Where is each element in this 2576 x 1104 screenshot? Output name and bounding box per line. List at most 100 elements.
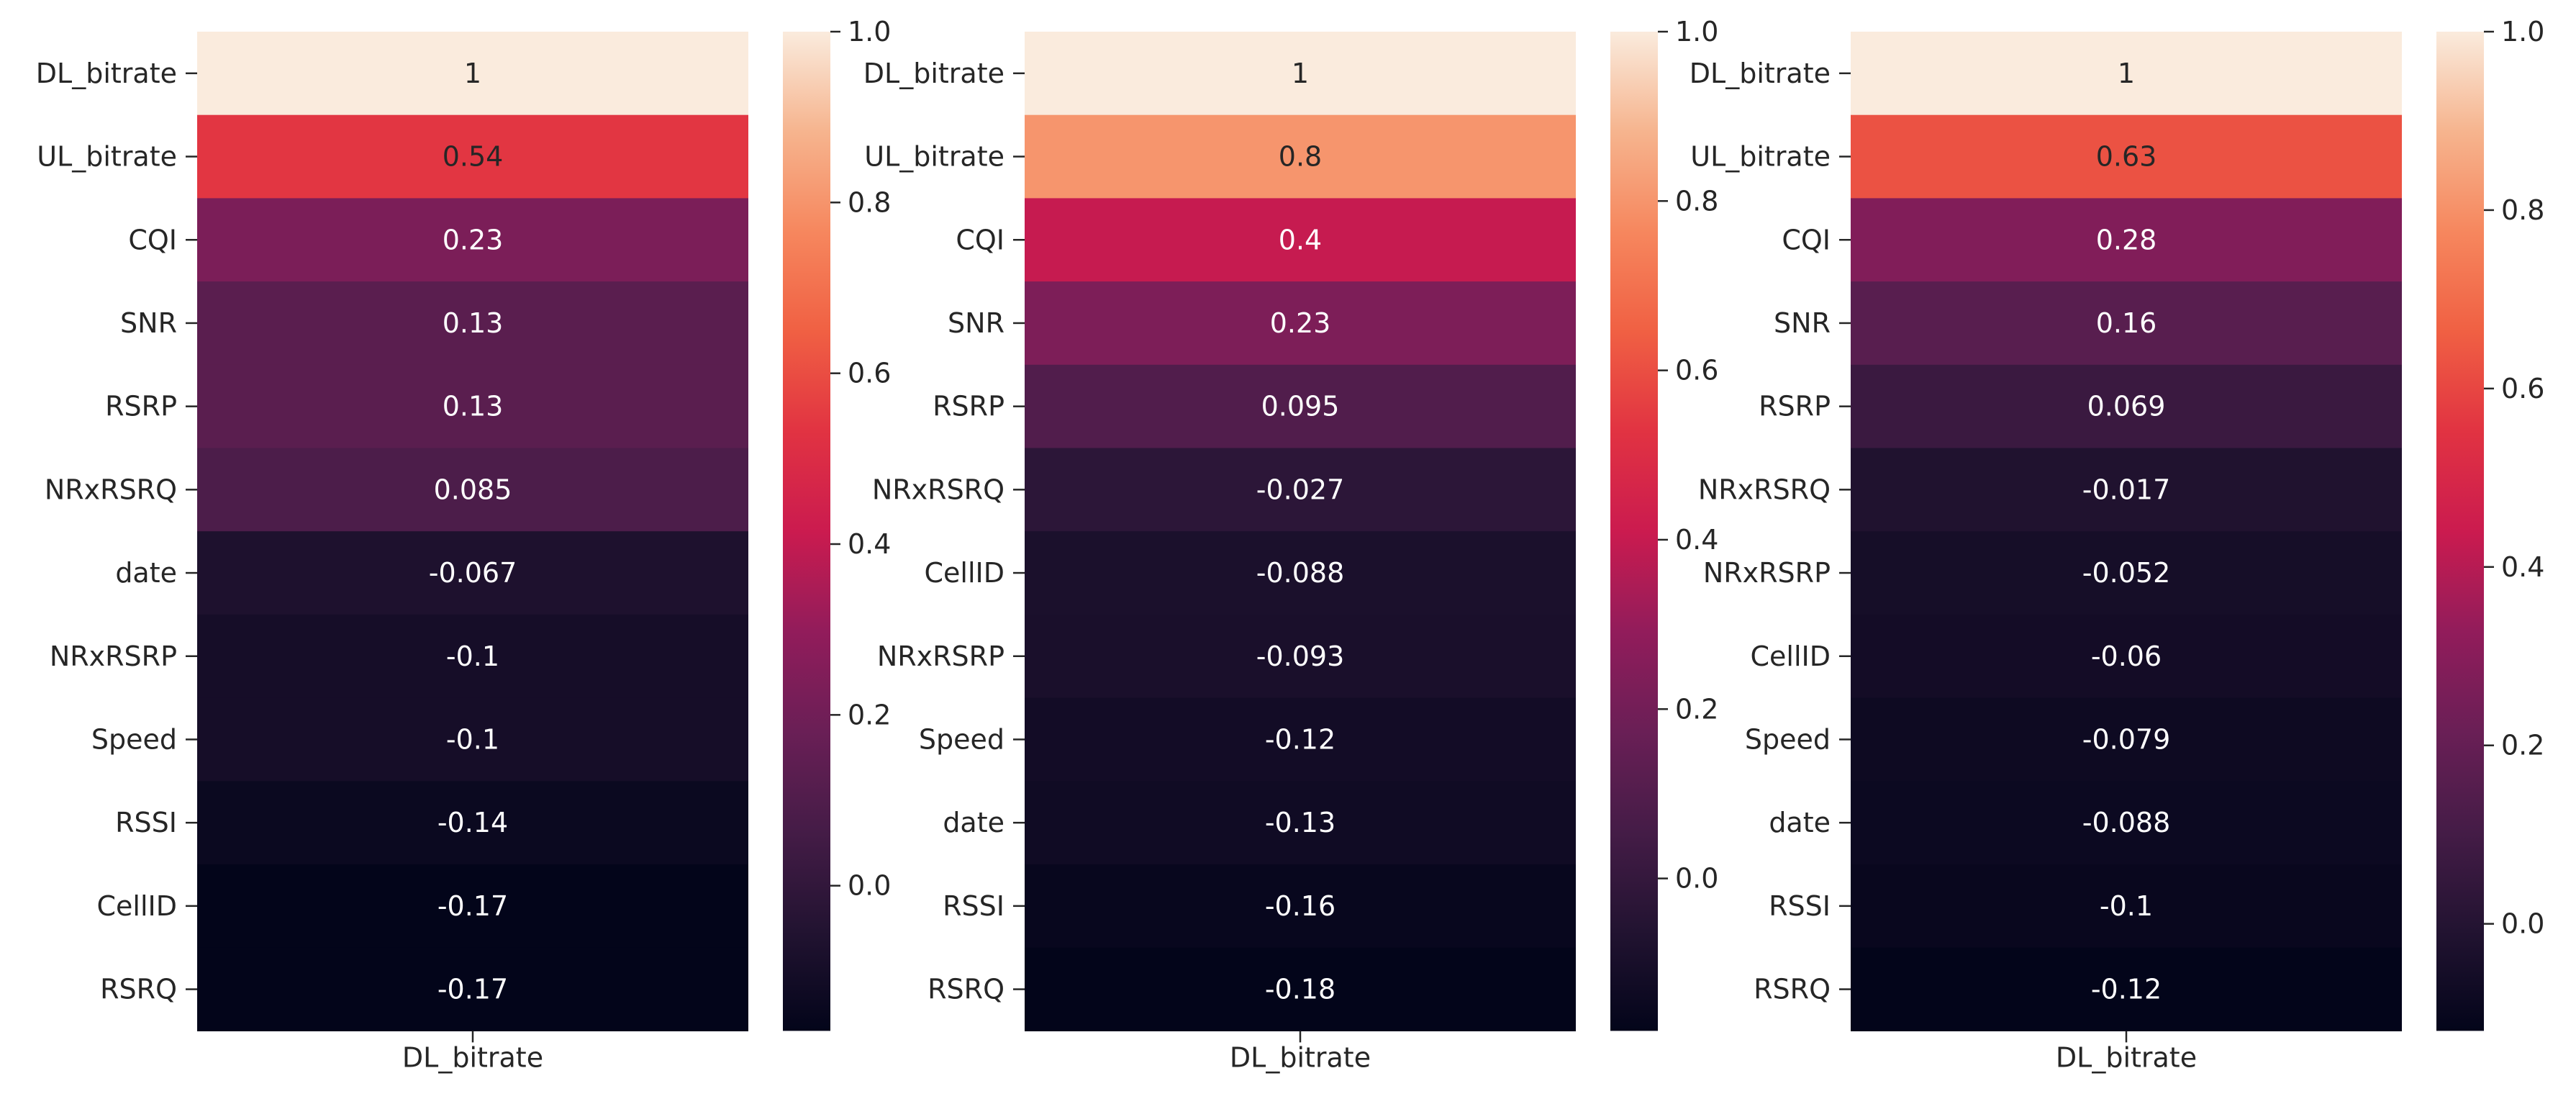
colorbar-tick-label: 0.4	[2501, 551, 2544, 583]
heatmap-cell	[1025, 281, 1576, 366]
row-tick-label: CQI	[1782, 224, 1831, 255]
cell-value-label: 1	[1292, 58, 1309, 89]
colorbar-tick-label: 0.8	[1675, 185, 1718, 217]
heatmap-cell	[1851, 114, 2402, 199]
colorbar-tick-label: 0.0	[848, 870, 891, 902]
row-tick-label: CellID	[1751, 641, 1831, 672]
cell-value-label: -0.06	[2091, 641, 2162, 672]
cell-value-label: 0.13	[443, 391, 504, 422]
cell-value-label: -0.1	[446, 641, 499, 672]
row-tick-label: date	[115, 557, 177, 589]
cell-value-label: -0.1	[446, 723, 499, 755]
colorbar	[2436, 32, 2484, 1031]
row-tick-label: UL_bitrate	[1690, 141, 1831, 173]
row-tick-label: DL_bitrate	[863, 58, 1004, 89]
cell-value-label: 0.16	[2096, 307, 2157, 339]
heatmap-cell	[197, 364, 748, 449]
row-tick-label: CQI	[956, 224, 1004, 255]
heatmap-cell	[1851, 364, 2402, 449]
colorbar-tick-label: 1.0	[1675, 16, 1718, 47]
cell-value-label: 0.13	[443, 307, 504, 339]
heatmap-cell	[1851, 448, 2402, 532]
heatmap-panel-1: 1 DL_bitrate 0.54 UL_bitrate 0.23 CQI 0.13 SNR 0…	[36, 16, 892, 1073]
column-tick-label: DL_bitrate	[2056, 1041, 2197, 1073]
colorbar-tick-label: 0.2	[1675, 693, 1718, 725]
row-tick-label: RSSI	[115, 807, 177, 838]
cell-value-label: 0.085	[434, 474, 512, 505]
cell-value-label: -0.14	[437, 807, 508, 838]
row-tick-label: RSRP	[1759, 391, 1831, 422]
row-tick-label: RSRQ	[928, 974, 1004, 1005]
heatmap-cell	[197, 32, 748, 116]
colorbar-tick-label: 0.6	[1675, 355, 1718, 386]
heatmap-cell	[1851, 697, 2402, 782]
heatmap-cell	[197, 198, 748, 282]
heatmap-cell	[1025, 364, 1576, 449]
row-tick-label: NRxRSRQ	[45, 474, 177, 505]
row-tick-label: date	[1769, 807, 1831, 838]
cell-value-label: -0.088	[1256, 557, 1345, 589]
colorbar-tick-label: 0.8	[848, 186, 891, 218]
cell-value-label: 0.8	[1279, 141, 1322, 173]
row-tick-label: RSRP	[933, 391, 1004, 422]
heatmap-cell	[1025, 32, 1576, 116]
cell-value-label: -0.052	[2082, 557, 2171, 589]
cell-value-label: 0.23	[1270, 307, 1331, 339]
colorbar-tick-label: 0.6	[848, 358, 891, 389]
heatmap-panel-3: 1 DL_bitrate 0.63 UL_bitrate 0.28 CQI 0.16 SNR 0…	[1690, 16, 2545, 1073]
heatmap-cell	[1851, 281, 2402, 366]
row-tick-label: NRxRSRQ	[872, 474, 1004, 505]
heatmap-cell	[1851, 198, 2402, 282]
row-tick-label: NRxRSRP	[877, 641, 1004, 672]
heatmap-cell	[1025, 448, 1576, 532]
cell-value-label: -0.093	[1256, 641, 1345, 672]
heatmap-cell	[1025, 697, 1576, 782]
cell-value-label: -0.12	[2091, 974, 2162, 1005]
row-tick-label: CellID	[97, 890, 178, 922]
heatmap-cell	[1025, 114, 1576, 199]
row-tick-label: NRxRSRP	[1703, 557, 1831, 589]
colorbar-tick-label: 0.2	[848, 699, 891, 730]
row-tick-label: CellID	[925, 557, 1005, 589]
heatmap-cell	[197, 114, 748, 199]
cell-value-label: -0.088	[2082, 807, 2171, 838]
heatmap-cell	[1025, 531, 1576, 615]
cell-value-label: -0.079	[2082, 723, 2171, 755]
heatmap-cell	[1851, 614, 2402, 699]
cell-value-label: -0.17	[437, 974, 508, 1005]
row-tick-label: Speed	[91, 723, 177, 755]
cell-value-label: 0.4	[1279, 224, 1322, 255]
row-tick-label: NRxRSRQ	[1698, 474, 1831, 505]
row-tick-label: DL_bitrate	[1690, 58, 1831, 89]
heatmap-cell	[197, 281, 748, 366]
heatmap-cell	[197, 781, 748, 865]
cell-value-label: 1	[2118, 58, 2135, 89]
cell-value-label: -0.17	[437, 890, 508, 922]
cell-value-label: -0.13	[1265, 807, 1335, 838]
row-tick-label: CQI	[128, 224, 177, 255]
heatmap-cell	[197, 697, 748, 782]
cell-value-label: 0.23	[443, 224, 504, 255]
heatmap-cell	[1851, 864, 2402, 949]
heatmap-cell	[197, 864, 748, 949]
row-tick-label: SNR	[120, 307, 177, 339]
colorbar-tick-label: 0.0	[1675, 863, 1718, 895]
cell-value-label: 0.54	[443, 141, 504, 173]
row-tick-label: UL_bitrate	[864, 141, 1004, 173]
row-tick-label: Speed	[1745, 723, 1831, 755]
heatmap-cell	[1851, 32, 2402, 116]
cell-value-label: -0.017	[2082, 474, 2171, 505]
cell-value-label: -0.16	[1265, 890, 1335, 922]
heatmap-cell	[1025, 614, 1576, 699]
cell-value-label: -0.067	[429, 557, 517, 589]
heatmap-cell	[1025, 864, 1576, 949]
colorbar	[1610, 32, 1658, 1031]
cell-value-label: 1	[464, 58, 481, 89]
cell-value-label: -0.1	[2100, 890, 2153, 922]
column-tick-label: DL_bitrate	[1230, 1041, 1371, 1073]
row-tick-label: RSSI	[1769, 890, 1831, 922]
cell-value-label: -0.12	[1265, 723, 1335, 755]
row-tick-label: DL_bitrate	[36, 58, 177, 89]
heatmap-cell	[197, 531, 748, 615]
